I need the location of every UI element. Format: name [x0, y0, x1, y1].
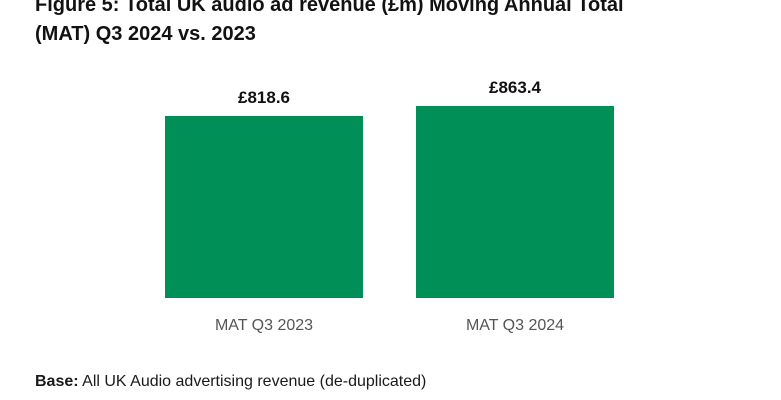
base-label: Base:	[35, 373, 79, 390]
base-text: All UK Audio advertising revenue (de-dup…	[78, 373, 427, 390]
data-label: £863.4	[489, 78, 542, 97]
chart-title: Figure 5: Total UK audio ad revenue (£m)…	[35, 0, 775, 49]
bar-mat-q3-2023	[165, 115, 363, 299]
base-note: Base: All UK Audio advertising revenue (…	[35, 373, 426, 391]
category-label: MAT Q3 2024	[466, 317, 564, 334]
category-label: MAT Q3 2023	[215, 317, 313, 334]
chart-title-line-1: Figure 5: Total UK audio ad revenue (£m)…	[35, 0, 624, 16]
data-label: £818.6	[238, 88, 290, 107]
bar-mat-q3-2024	[416, 106, 614, 298]
chart-title-line-2: (MAT) Q3 2024 vs. 2023	[35, 23, 256, 45]
